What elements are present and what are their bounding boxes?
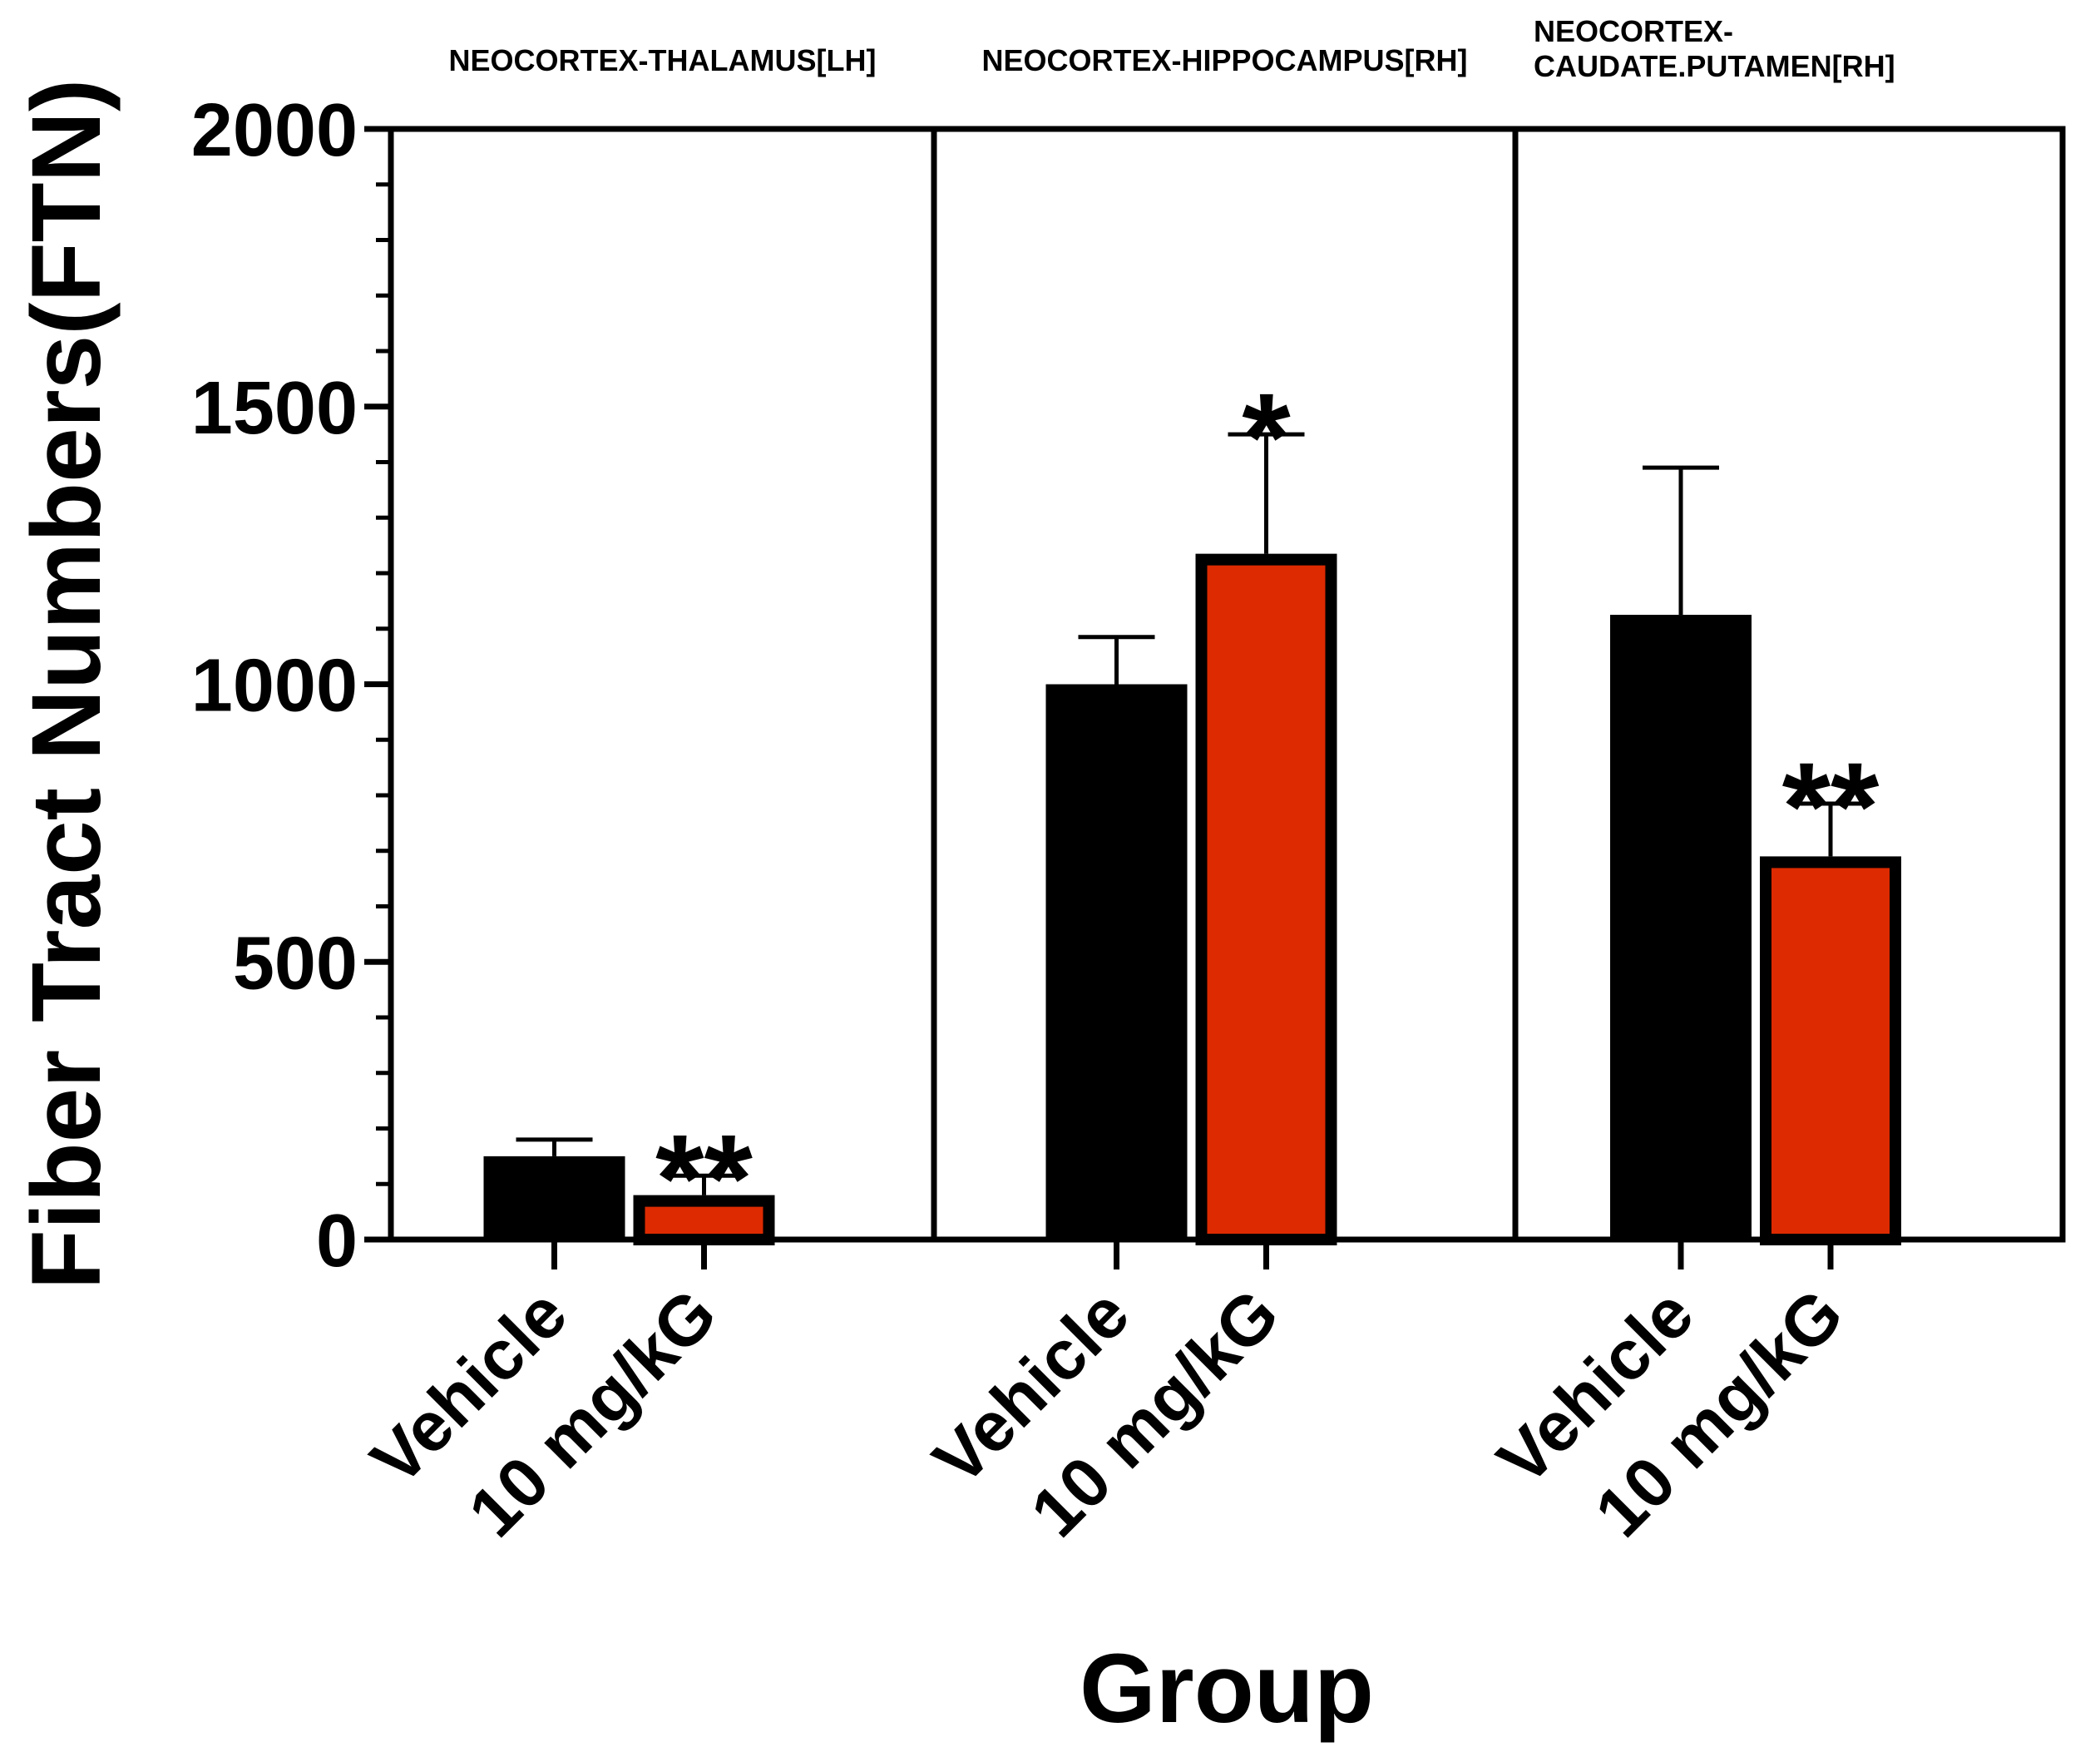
bar-3-treatment (1760, 856, 1901, 1246)
bar-2-treatment (1195, 553, 1337, 1245)
significance-marker: * (1242, 367, 1291, 507)
panel-title-2: NEOCORTEX-HIPPOCAMPUS[RH] (981, 43, 1467, 77)
bar-3-vehicle (1610, 615, 1752, 1240)
y-axis-title: Fiber Tract Numbers(FTN) (12, 79, 121, 1290)
bars: ***** (483, 367, 1901, 1248)
significance-marker: ** (1782, 736, 1880, 876)
bar-1-vehicle (483, 1156, 625, 1240)
panel-title-3: NEOCORTEX- (1534, 14, 1733, 48)
panel-title-3: CAUDATE.PUTAMEN[RH] (1534, 49, 1895, 83)
significance-marker: ** (655, 1108, 753, 1248)
y-tick-label: 500 (233, 922, 358, 1005)
y-tick-label: 1500 (191, 367, 358, 450)
y-tick-label: 1000 (191, 645, 358, 728)
bar-2-vehicle (1045, 684, 1188, 1240)
y-tick-label: 2000 (191, 89, 358, 172)
panel-titles: NEOCORTEX-THALAMUS[LH] NEOCORTEX-HIPPOCAM… (449, 14, 1895, 83)
panel-title-1: NEOCORTEX-THALAMUS[LH] (449, 43, 877, 77)
y-tick-label: 0 (316, 1200, 358, 1283)
x-axis-title: Group (1080, 1634, 1374, 1744)
